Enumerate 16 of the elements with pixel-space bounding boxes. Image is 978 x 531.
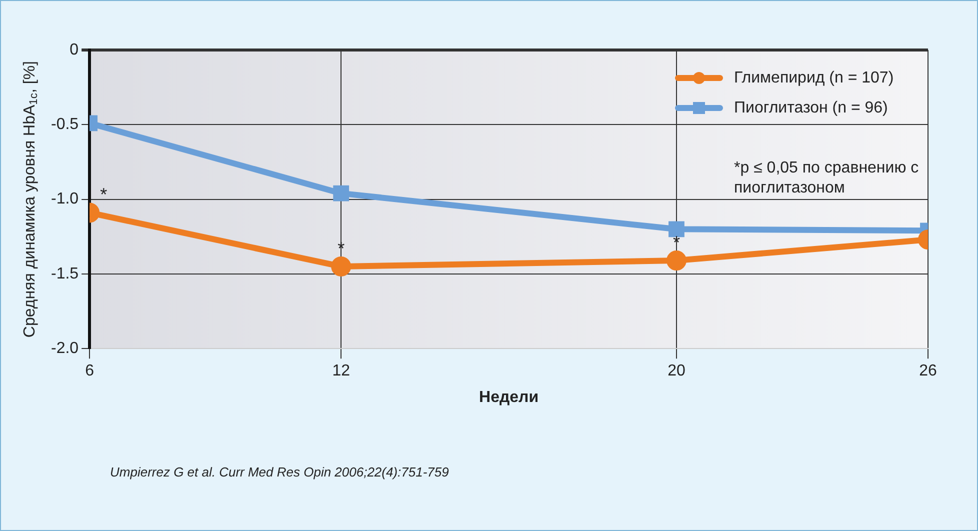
x-tick-label: 26 xyxy=(919,362,937,380)
x-tick-label: 12 xyxy=(332,362,350,380)
x-tick-label: 20 xyxy=(668,362,686,380)
x-tick-label: 6 xyxy=(85,362,94,380)
y-tick-label: -1.5 xyxy=(50,265,79,282)
y-tick-label: -2.0 xyxy=(50,340,79,358)
x-axis-title: Недели xyxy=(479,388,539,406)
y-tick-label: -0.5 xyxy=(50,116,79,134)
legend-label: Глимепирид (n = 107) xyxy=(734,69,894,86)
y-axis-title: Средняя динамика уровня HbA1c, [%] xyxy=(21,60,40,338)
y-tick-label: -1.0 xyxy=(50,190,79,208)
annotation: *p ≤ 0,05 по сравнению с пиоглитазоном xyxy=(734,159,919,196)
text: Umpierrez G et al. Curr Med Res Opin 2006;22(4):751-759 xyxy=(110,464,449,480)
legend-label: Пиоглитазон (n = 96) xyxy=(734,99,888,116)
y-tick-label: 0 xyxy=(70,41,79,58)
annotation: * xyxy=(100,184,108,205)
